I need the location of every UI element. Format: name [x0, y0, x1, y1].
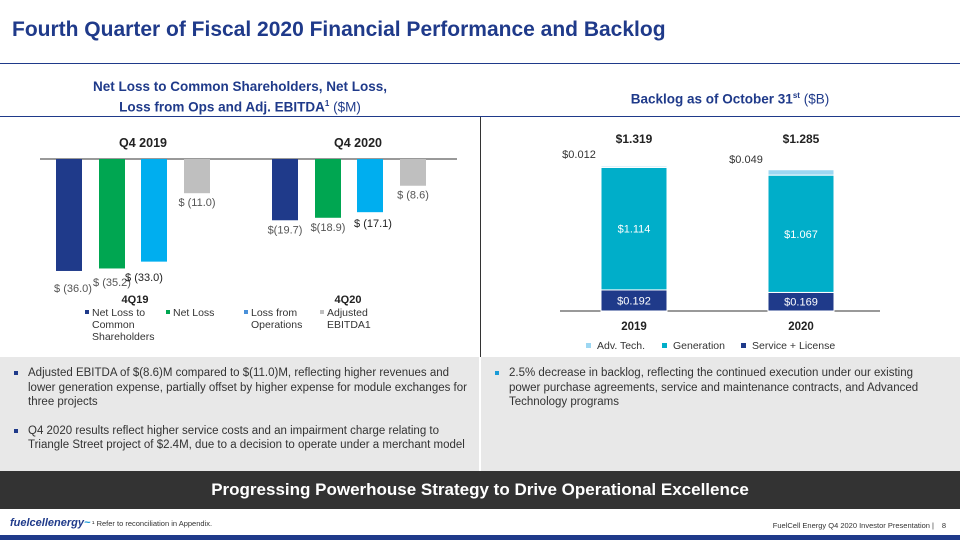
bar-1-1 [315, 159, 341, 218]
legend-swatch-1 [166, 310, 170, 314]
bar-label-3-1: $ (8.6) [397, 190, 429, 202]
bar-label-2-0: $ (33.0) [125, 272, 163, 284]
legend-label-2-1: Operations [251, 319, 302, 331]
bar-label-3-0: $ (11.0) [178, 197, 215, 209]
stack-2-0 [600, 165, 668, 168]
fuelcell-logo: fuelcellenergy~ [10, 517, 91, 529]
bar-1-0 [99, 159, 125, 269]
bar-label-0-1: $(19.7) [268, 224, 303, 236]
legend-label-0-2: Shareholders [92, 331, 154, 343]
bar-2-0 [141, 159, 167, 262]
legend-label-0-1: Common [92, 319, 135, 331]
backlog-legend-swatch-1 [662, 343, 667, 348]
stack-2-1 [767, 169, 835, 176]
group-title-0: Q4 2019 [119, 136, 167, 150]
bar-label-0-0: $ (36.0) [54, 283, 92, 295]
left-title-line2: Loss from Ops and Adj. EBITDA1 ($M) [119, 99, 361, 115]
left-title-line1: Net Loss to Common Shareholders, Net Los… [92, 79, 388, 94]
strategy-banner: Progressing Powerhouse Strategy to Drive… [0, 471, 960, 509]
stack-label-2-1: $0.049 [729, 154, 763, 166]
right-bullet-0: 2.5% decrease in backlog, reflecting the… [493, 366, 936, 410]
year-label-0: 2019 [621, 321, 647, 333]
right-bullet-list: 2.5% decrease in backlog, reflecting the… [481, 357, 960, 410]
page-title: Fourth Quarter of Fiscal 2020 Financial … [12, 18, 666, 41]
charts-canvas: Q4 2019 Q4 2020 $ (36.0) $(19.7) $ (35.2) $(1… [40, 132, 880, 352]
legend-swatch-2 [244, 310, 248, 314]
left-bullets-box: Adjusted EBITDA of $(8.6)M compared to $… [0, 357, 479, 471]
left-bullet-list: Adjusted EBITDA of $(8.6)M compared to $… [0, 357, 479, 453]
category-label-0: 4Q19 [122, 294, 149, 306]
footnote: ¹ Refer to reconciliation in Appendix. [92, 519, 213, 528]
bar-0-0 [56, 159, 82, 271]
bar-label-1-0: $ (35.2) [93, 277, 131, 289]
backlog-legend-swatch-0 [586, 343, 591, 348]
logo-swoosh-icon: ~ [83, 517, 91, 529]
stack-label-0-0: $0.192 [617, 295, 651, 307]
bottom-accent-bar [0, 535, 960, 540]
group-title-1: Q4 2020 [334, 136, 382, 150]
stack-1-1 [767, 174, 835, 293]
legend-label-3-0: Adjusted [327, 307, 368, 319]
legend-label-1-0: Net Loss [173, 307, 214, 319]
legend-swatch-3 [320, 310, 324, 314]
bar-2-1 [357, 159, 383, 213]
stack-label-1-1: $1.067 [784, 229, 818, 241]
backlog-legend-label-0: Adv. Tech. [597, 340, 645, 352]
backlog-legend-label-2: Service + License [752, 340, 835, 352]
legend-label-0-0: Net Loss to [92, 307, 145, 319]
vertical-divider [480, 117, 481, 357]
year-label-1: 2020 [788, 321, 814, 333]
stack-label-2-0: $0.012 [562, 149, 596, 161]
stack-label-1-0: $1.114 [618, 224, 651, 236]
bar-0-1 [272, 159, 298, 221]
right-section-title: Backlog as of October 31st ($B) [630, 91, 830, 107]
backlog-legend-swatch-2 [741, 343, 746, 348]
bar-3-1 [400, 159, 426, 186]
bar-3-0 [184, 159, 210, 194]
stack-label-0-1: $0.169 [784, 297, 818, 309]
category-label-1: 4Q20 [335, 294, 362, 306]
total-label-0: $1.319 [616, 132, 653, 146]
presentation-name: FuelCell Energy Q4 2020 Investor Present… [772, 521, 934, 530]
left-bullet-0: Adjusted EBITDA of $(8.6)M compared to $… [12, 366, 469, 410]
backlog-legend-label-1: Generation [673, 340, 725, 352]
total-label-1: $1.285 [783, 132, 820, 146]
title-divider [0, 63, 960, 64]
left-section-title: Net Loss to Common Shareholders, Net Los… [60, 78, 420, 116]
right-bullets-box: 2.5% decrease in backlog, reflecting the… [481, 357, 960, 471]
bar-label-1-1: $(18.9) [311, 222, 346, 234]
left-bullet-1: Q4 2020 results reflect higher service c… [12, 424, 469, 453]
section-divider [0, 116, 960, 117]
legend-label-2-0: Loss from [251, 307, 297, 319]
page-number: 8 [941, 521, 946, 530]
legend-swatch-0 [85, 310, 89, 314]
bar-label-2-1: $ (17.1) [354, 218, 392, 230]
legend-label-3-1: EBITDA1 [327, 319, 371, 331]
